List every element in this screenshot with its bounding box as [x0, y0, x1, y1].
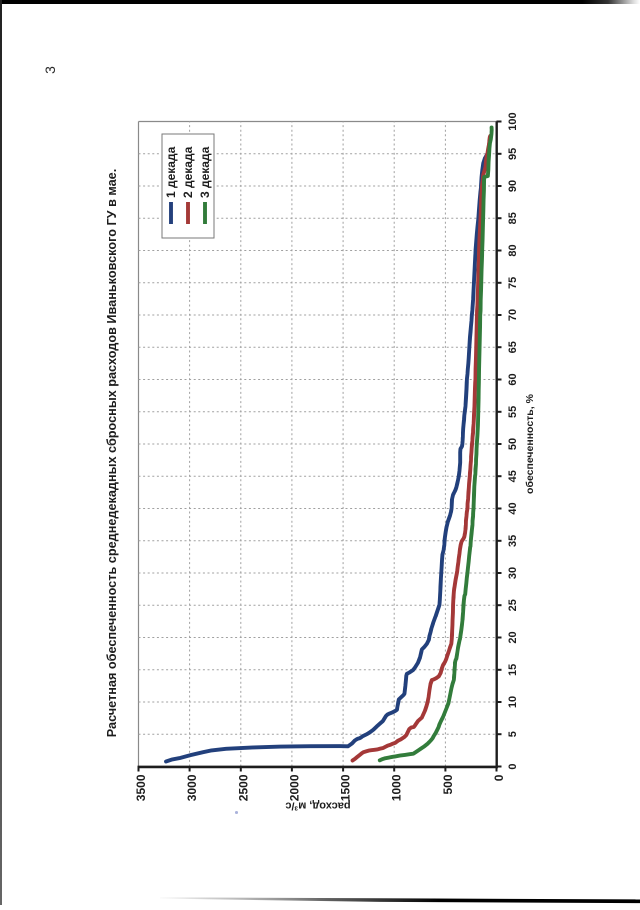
svg-text:85: 85 — [507, 212, 519, 224]
svg-text:3500: 3500 — [134, 774, 148, 801]
svg-text:Расчетная обеспеченность средн: Расчетная обеспеченность среднедекадных … — [105, 169, 119, 738]
svg-text:2500: 2500 — [236, 774, 250, 801]
svg-text:2000: 2000 — [287, 774, 301, 801]
svg-text:50: 50 — [507, 438, 519, 450]
svg-text:15: 15 — [507, 664, 519, 676]
svg-text:35: 35 — [507, 535, 519, 547]
svg-text:70: 70 — [507, 309, 519, 321]
svg-text:90: 90 — [507, 180, 519, 192]
svg-text:1500: 1500 — [339, 774, 353, 801]
svg-text:30: 30 — [507, 567, 519, 579]
svg-text:обеспеченность, %: обеспеченность, % — [524, 393, 536, 494]
svg-text:100: 100 — [507, 112, 519, 130]
svg-text:95: 95 — [507, 148, 519, 160]
svg-text:500: 500 — [441, 774, 455, 794]
svg-text:0: 0 — [507, 763, 519, 769]
svg-text:65: 65 — [507, 341, 519, 353]
svg-text:25: 25 — [507, 599, 519, 611]
svg-text:60: 60 — [507, 373, 519, 385]
svg-text:1000: 1000 — [390, 774, 404, 801]
svg-text:0: 0 — [492, 774, 506, 781]
svg-text:2 декада: 2 декада — [181, 146, 195, 198]
svg-text:3 декада: 3 декада — [198, 146, 212, 198]
svg-text:40: 40 — [507, 502, 519, 514]
svg-text:10: 10 — [507, 696, 519, 708]
svg-text:55: 55 — [507, 406, 519, 418]
svg-text:3000: 3000 — [185, 774, 199, 801]
svg-text:80: 80 — [507, 244, 519, 256]
svg-text:1 декада: 1 декада — [164, 146, 178, 198]
svg-text:20: 20 — [507, 631, 519, 643]
svg-text:45: 45 — [507, 470, 519, 482]
svg-text:75: 75 — [507, 277, 519, 289]
svg-text:расход, м³/с: расход, м³/с — [285, 800, 350, 812]
svg-text:5: 5 — [507, 731, 519, 737]
